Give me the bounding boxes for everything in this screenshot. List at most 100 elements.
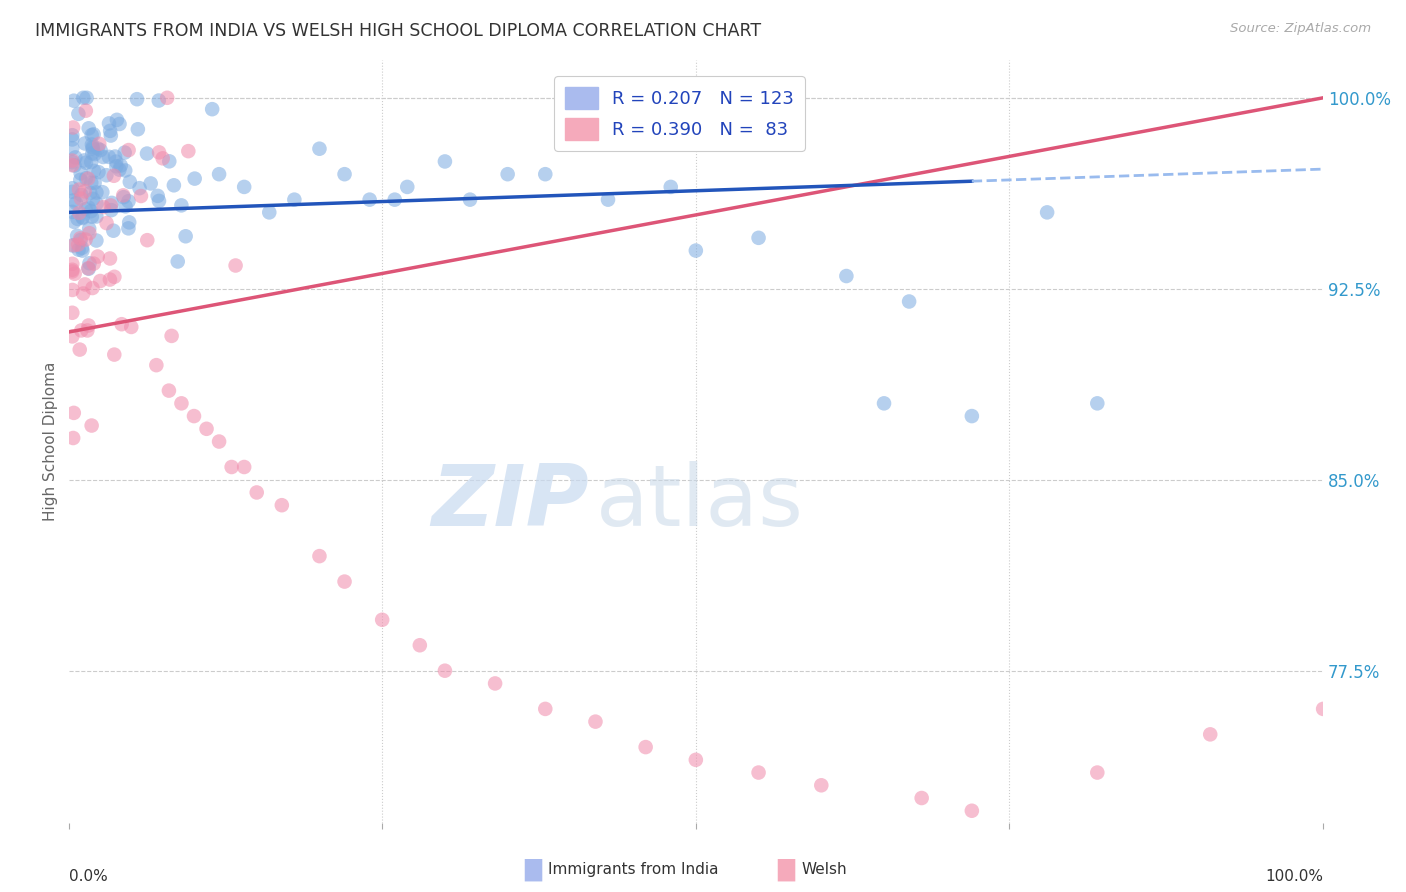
Point [67,183,90,197]
Point [112,190,135,204]
Point [100,203,122,218]
Point [170,198,193,212]
Point [63,238,86,252]
Point [103,169,125,183]
Point [82,146,104,161]
Point [359,193,381,207]
Point [114,145,136,160]
Point [139,177,162,191]
Point [72,244,94,258]
Point [76,323,98,337]
Point [433,154,456,169]
Point [108,117,131,131]
Point [66,211,89,226]
Point [128,181,150,195]
Point [79,186,101,200]
Point [534,702,557,716]
Point [156,91,179,105]
Point [70,323,93,337]
Point [79,226,101,240]
Point [60,329,83,343]
Point [86,142,108,156]
Text: █: █ [778,858,794,881]
Point [79,256,101,270]
Point [73,185,96,199]
Point [82,142,104,156]
Point [67,237,90,252]
Point [60,238,83,252]
Text: Immigrants from India: Immigrants from India [548,863,718,877]
Point [114,163,136,178]
Point [67,107,90,121]
Point [270,498,292,512]
Point [308,549,330,563]
Point [75,171,97,186]
Text: 0.0%: 0.0% [69,870,107,884]
Point [69,233,91,247]
Point [283,193,305,207]
Point [60,264,83,278]
Point [86,234,108,248]
Point [1312,702,1334,716]
Point [89,274,111,288]
Text: Source: ZipAtlas.com: Source: ZipAtlas.com [1230,22,1371,36]
Text: ZIP: ZIP [432,461,589,544]
Point [72,286,94,301]
Point [177,144,200,158]
Point [117,221,139,235]
Point [148,94,170,108]
Point [62,120,84,135]
Point [75,155,97,169]
Point [67,243,90,257]
Point [104,149,127,163]
Point [384,193,406,207]
Point [103,269,125,284]
Point [76,91,98,105]
Point [118,215,141,229]
Point [911,791,934,805]
Point [86,196,108,211]
Point [873,396,896,410]
Point [77,261,100,276]
Point [69,231,91,245]
Point [93,200,115,214]
Point [117,194,139,209]
Point [409,638,432,652]
Point [496,167,519,181]
Point [160,329,183,343]
Point [60,128,83,143]
Point [685,753,707,767]
Text: 100.0%: 100.0% [1265,870,1323,884]
Point [100,128,122,143]
Point [105,154,128,169]
Point [748,765,770,780]
Point [72,91,94,105]
Point [63,215,86,229]
Point [82,281,104,295]
Point [60,132,83,146]
Point [100,198,122,212]
Point [89,136,111,151]
Point [458,193,481,207]
Point [201,102,224,116]
Point [80,204,103,219]
Point [60,155,83,169]
Point [90,143,112,157]
Point [960,409,983,423]
Point [70,192,93,206]
Point [634,740,657,755]
Point [146,189,169,203]
Point [75,202,97,216]
Point [69,343,91,357]
Point [63,194,86,208]
Point [80,137,103,152]
Point [183,171,205,186]
Point [77,318,100,333]
Point [83,176,105,190]
Point [80,418,103,433]
Point [960,804,983,818]
Point [73,136,96,151]
Point [65,196,87,211]
Point [195,422,218,436]
Point [72,210,94,224]
